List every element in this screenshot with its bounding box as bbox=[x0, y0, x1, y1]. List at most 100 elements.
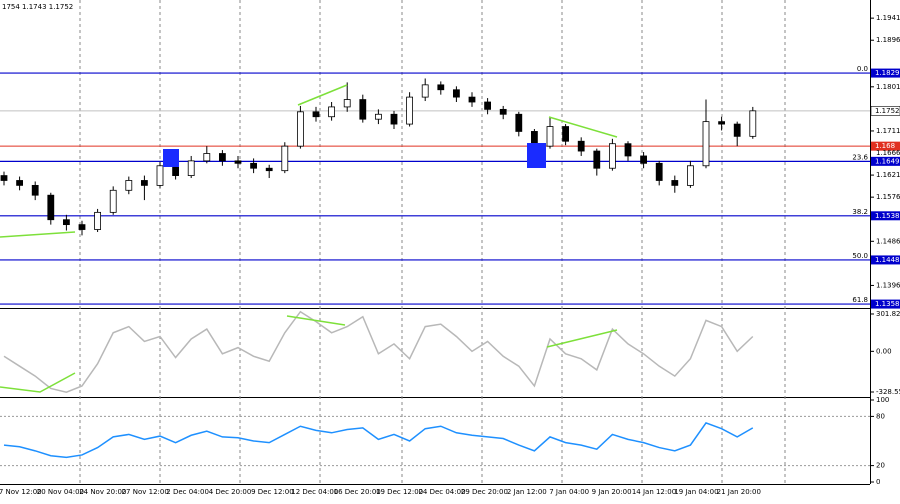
candle-body bbox=[718, 121, 725, 125]
x-tick-label: 29 Dec 20:00 bbox=[461, 488, 508, 496]
y-tick-label: 1.1576 bbox=[876, 193, 900, 201]
price-tag-label: 1.1358 bbox=[875, 300, 900, 308]
candle-body bbox=[484, 101, 492, 110]
candle-body bbox=[390, 113, 398, 125]
candle-body bbox=[655, 162, 663, 181]
price-tag-label: 1.168 bbox=[875, 142, 895, 150]
price-tag bbox=[871, 68, 900, 78]
candle-body bbox=[733, 123, 741, 137]
candle-body bbox=[312, 111, 320, 118]
x-tick-label: 12 Dec 04:00 bbox=[291, 488, 338, 496]
level-name: 38.2 bbox=[852, 208, 868, 216]
x-tick-label: 27 Nov 12:00 bbox=[122, 488, 169, 496]
y-tick-label: 1.1711 bbox=[876, 127, 900, 135]
x-tick-label: 2 Jan 12:00 bbox=[507, 488, 547, 496]
trend-annotations bbox=[0, 84, 618, 393]
candle-body bbox=[156, 165, 164, 186]
signal-box bbox=[527, 143, 546, 168]
candle-body bbox=[374, 113, 382, 120]
candle-body bbox=[562, 126, 569, 142]
candle-body bbox=[250, 162, 258, 169]
y-tick-label: 0.00 bbox=[876, 347, 892, 355]
candle-body bbox=[359, 99, 367, 120]
candle-body bbox=[499, 108, 507, 115]
y-tick-label: 100 bbox=[876, 396, 889, 404]
x-tick-label: 24 Nov 20:00 bbox=[79, 488, 126, 496]
candle-body bbox=[203, 153, 211, 162]
candle-body bbox=[63, 219, 70, 226]
candle-body bbox=[546, 126, 554, 147]
x-tick-label: 16 Dec 20:00 bbox=[334, 488, 381, 496]
candle-body bbox=[31, 184, 39, 196]
candle-body bbox=[406, 96, 414, 125]
price-tag-label: 1.1829 bbox=[875, 69, 900, 77]
y-tick-label: 20 bbox=[876, 462, 885, 470]
candle-body bbox=[109, 189, 117, 213]
y-tick-label: 301.8242 bbox=[876, 310, 900, 318]
candle-body bbox=[452, 89, 460, 98]
signal-box bbox=[163, 149, 179, 167]
candle-body bbox=[172, 165, 180, 176]
candle-body bbox=[265, 167, 273, 172]
y-tick-label: 1.1396 bbox=[876, 281, 900, 289]
y-tick-label: 1.1621 bbox=[876, 171, 900, 179]
candle-body bbox=[593, 150, 601, 169]
candle-body bbox=[125, 180, 133, 191]
candle-body bbox=[218, 153, 226, 162]
price-tag bbox=[871, 211, 900, 221]
x-tick-label: 9 Jan 20:00 bbox=[592, 488, 632, 496]
candle-body bbox=[749, 110, 757, 137]
candle-body bbox=[702, 121, 710, 167]
candle-body bbox=[515, 113, 523, 132]
x-tick-label: 24 Dec 04:00 bbox=[418, 488, 465, 496]
candle-body bbox=[281, 145, 289, 172]
y-tick-label: 1.1941 bbox=[876, 14, 900, 22]
x-tick-label: 4 Dec 20:00 bbox=[209, 488, 252, 496]
price-tag bbox=[871, 299, 900, 309]
price-tag-label: 1.1649 bbox=[875, 157, 900, 165]
side-price-label: 1.1666 bbox=[876, 149, 900, 157]
y-tick-label: 0 bbox=[876, 478, 880, 486]
candle-body bbox=[437, 84, 445, 91]
level-name: 50.0 bbox=[852, 252, 868, 260]
candle-body bbox=[609, 143, 616, 169]
price-tag bbox=[870, 106, 900, 116]
rsi-line bbox=[3, 422, 754, 459]
y-tick-label: 80 bbox=[876, 412, 885, 420]
price-tag-label: 1.1752 bbox=[875, 107, 900, 115]
y-tick-label: 1.1801 bbox=[876, 83, 900, 91]
y-tick-label: -328.551 bbox=[876, 388, 900, 396]
candle-body bbox=[140, 180, 148, 186]
candle-body bbox=[16, 180, 24, 186]
candle-body bbox=[234, 160, 242, 164]
candle-body bbox=[47, 194, 55, 221]
level-name: 0.0 bbox=[857, 65, 868, 73]
candle-body bbox=[577, 140, 585, 152]
candle-body bbox=[328, 106, 336, 118]
x-tick-label: 19 Jan 04:00 bbox=[674, 488, 718, 496]
x-tick-label: 21 Jan 20:00 bbox=[717, 488, 761, 496]
x-tick-label: 7 Jan 04:00 bbox=[549, 488, 589, 496]
candle-body bbox=[343, 99, 351, 108]
price-tag bbox=[871, 156, 900, 166]
cci-line bbox=[3, 310, 754, 393]
y-tick-label: 1.1896 bbox=[876, 36, 900, 44]
y-tick-label: 1.1486 bbox=[876, 237, 900, 245]
candle-body bbox=[687, 165, 694, 186]
price-tag-label: 1.1538 bbox=[875, 212, 900, 220]
price-tag bbox=[871, 141, 900, 151]
level-name: 23.6 bbox=[852, 153, 868, 161]
x-tick-label: 19 Dec 12:00 bbox=[376, 488, 423, 496]
price-tag-label: 1.1448 bbox=[875, 256, 900, 264]
candle-body bbox=[640, 155, 647, 164]
price-tag bbox=[871, 255, 900, 265]
candle-body bbox=[296, 111, 304, 147]
x-tick-label: 14 Jan 12:00 bbox=[632, 488, 676, 496]
x-tick-label: 20 Nov 04:00 bbox=[37, 488, 84, 496]
x-tick-label: 9 Dec 12:00 bbox=[251, 488, 294, 496]
candle-body bbox=[468, 96, 476, 103]
time-grid bbox=[79, 0, 786, 484]
candle-body bbox=[624, 143, 632, 157]
